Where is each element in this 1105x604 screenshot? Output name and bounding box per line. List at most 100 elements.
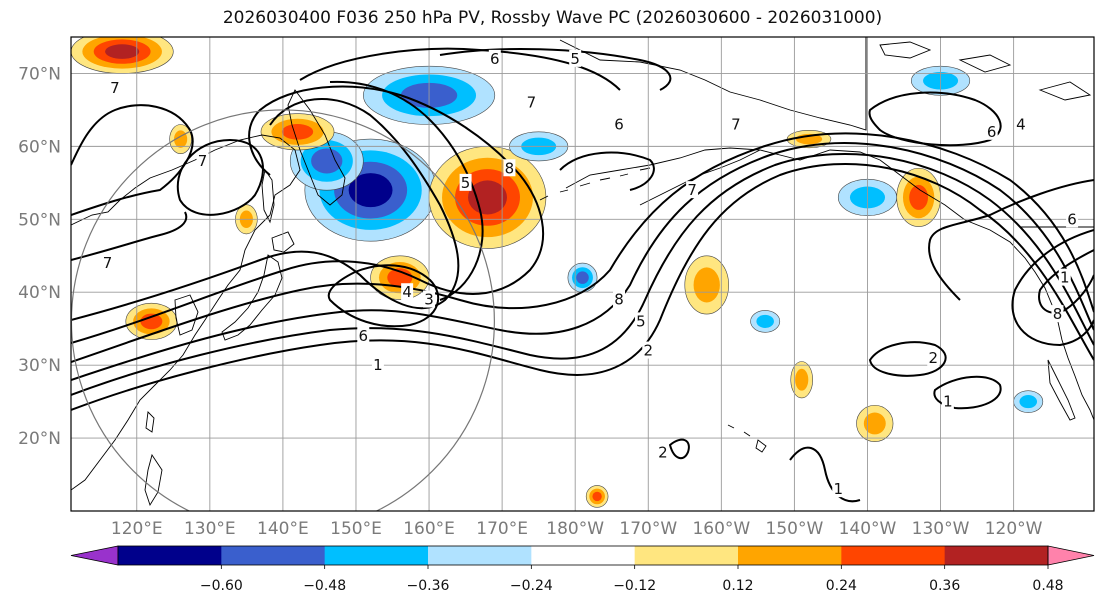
aleutian-islands (539, 167, 651, 201)
pv-contour-13 (71, 211, 188, 261)
contour-label-bg (1051, 305, 1064, 323)
lon-tick-label: 150°E (330, 519, 382, 539)
pv-contours (71, 47, 1094, 503)
anomaly-band (281, 123, 314, 140)
gridlines (71, 37, 1094, 511)
anomaly-patch-13 (750, 310, 781, 333)
lon-tick-label: 170°E (476, 519, 528, 539)
anomaly-band (1019, 395, 1038, 409)
lon-tick-label: 160°E (403, 519, 455, 539)
lon-tick-label: 180°W (546, 519, 604, 539)
contour-label: 7 (110, 79, 120, 97)
anomaly-patch-19 (585, 485, 609, 508)
colorbar-segment (944, 546, 1049, 565)
korea-coastline (174, 294, 199, 336)
colorbar: −0.60 −0.48 −0.36 −0.24 −0.12 0.12 0.24 0.36 0.4… (70, 545, 1095, 594)
colorbar-segment (118, 546, 222, 565)
contour-label: 2 (658, 444, 668, 462)
pv-contour-17 (868, 341, 947, 377)
pv-contour-5 (71, 85, 545, 344)
lon-tick-label: 130°E (184, 519, 236, 539)
anomaly-patch-16 (1013, 390, 1044, 413)
japan-coastline (221, 254, 283, 341)
colorbar-segment (738, 546, 842, 565)
contour-label: 7 (198, 152, 208, 170)
contour-label-bg (613, 115, 626, 133)
lon-tick-label: 130°W (912, 519, 970, 539)
lon-tick-label: 170°W (619, 519, 677, 539)
contour-label-bg (357, 326, 370, 344)
contour-label-bg (371, 356, 384, 374)
contour-label: 4 (1016, 116, 1026, 134)
colorbar-tick-label: 0.12 (722, 578, 753, 594)
contour-label: 6 (987, 123, 997, 141)
lat-tick-label: 70°N (18, 64, 61, 84)
colorbar-tick-label: 0.24 (826, 578, 857, 594)
contour-label: 6 (490, 50, 500, 68)
pv-contour-6 (71, 98, 460, 321)
pv-contour-1 (71, 163, 1094, 411)
contour-label-bg (459, 173, 472, 191)
contour-label-bg (927, 348, 940, 366)
anomaly-patch-4 (260, 113, 335, 151)
pv-contour-2 (71, 152, 1094, 396)
kamchatka-coastline (287, 89, 346, 206)
anomaly-band (592, 491, 602, 502)
colorbar-extend-low (70, 545, 119, 566)
contour-label: 8 (505, 159, 515, 177)
colorbar-segment (221, 546, 326, 565)
colorbar-segment (841, 546, 946, 565)
pv-contour-21 (559, 151, 655, 191)
contour-label: 6 (1067, 210, 1077, 228)
contour-label-bg (196, 151, 209, 169)
contour-label-bg (1058, 268, 1071, 286)
colorbar-tick-label: −0.60 (200, 578, 243, 594)
lon-tick-label: 120°E (111, 519, 163, 539)
colorbar-tick-label: −0.48 (303, 578, 346, 594)
anomaly-patch-10 (684, 255, 729, 315)
contour-label: 8 (1053, 305, 1063, 323)
colorbar-frame (117, 545, 1049, 566)
pv-contour-11 (439, 47, 672, 91)
contour-label-bg (613, 290, 626, 308)
contour-label-bg (108, 79, 121, 97)
contour-label: 6 (614, 116, 624, 134)
contour-label-bg (729, 115, 742, 133)
hokkaido-coastline (271, 231, 295, 253)
anomaly-patch-3 (428, 146, 547, 249)
contour-label-bg (832, 480, 845, 498)
anomaly-band (863, 412, 886, 435)
alaska-coastline (559, 37, 867, 131)
contour-label: 2 (928, 349, 938, 367)
pv-contour-9 (329, 80, 484, 301)
contour-label: 7 (731, 116, 741, 134)
contour-label: 7 (687, 181, 697, 199)
lon-tick-label: 140°W (839, 519, 897, 539)
latitude-labels: 70°N 60°N 50°N 40°N 30°N 20°N (18, 64, 61, 449)
anomaly-band (909, 184, 929, 210)
contour-label-bg (941, 392, 954, 410)
contour-label: 7 (527, 94, 537, 112)
contour-label-bg (642, 341, 655, 359)
contour-label: 7 (103, 254, 113, 272)
pv-contour-15 (1011, 229, 1094, 347)
lon-tick-label: 160°W (692, 519, 750, 539)
anomaly-band (140, 313, 163, 330)
pv-contour-3 (71, 142, 1094, 381)
contour-label: 5 (570, 50, 580, 68)
colorbar-tick-label: 0.36 (929, 578, 960, 594)
contour-label-bg (525, 93, 538, 111)
anomaly-patch-14 (856, 404, 894, 443)
contour-label-bg (686, 181, 699, 199)
plot-title: 2026030400 F036 250 hPa PV, Rossby Wave … (222, 8, 883, 28)
lat-tick-label: 30°N (18, 356, 61, 376)
colorbar-tick-label: −0.12 (613, 578, 656, 594)
alaska-southcoast (565, 147, 966, 221)
anomaly-band (348, 173, 393, 208)
contour-label-bg (634, 312, 647, 330)
hawaii-islands (727, 424, 767, 453)
contour-label: 1 (373, 356, 383, 374)
contour-label: 4 (402, 283, 412, 301)
